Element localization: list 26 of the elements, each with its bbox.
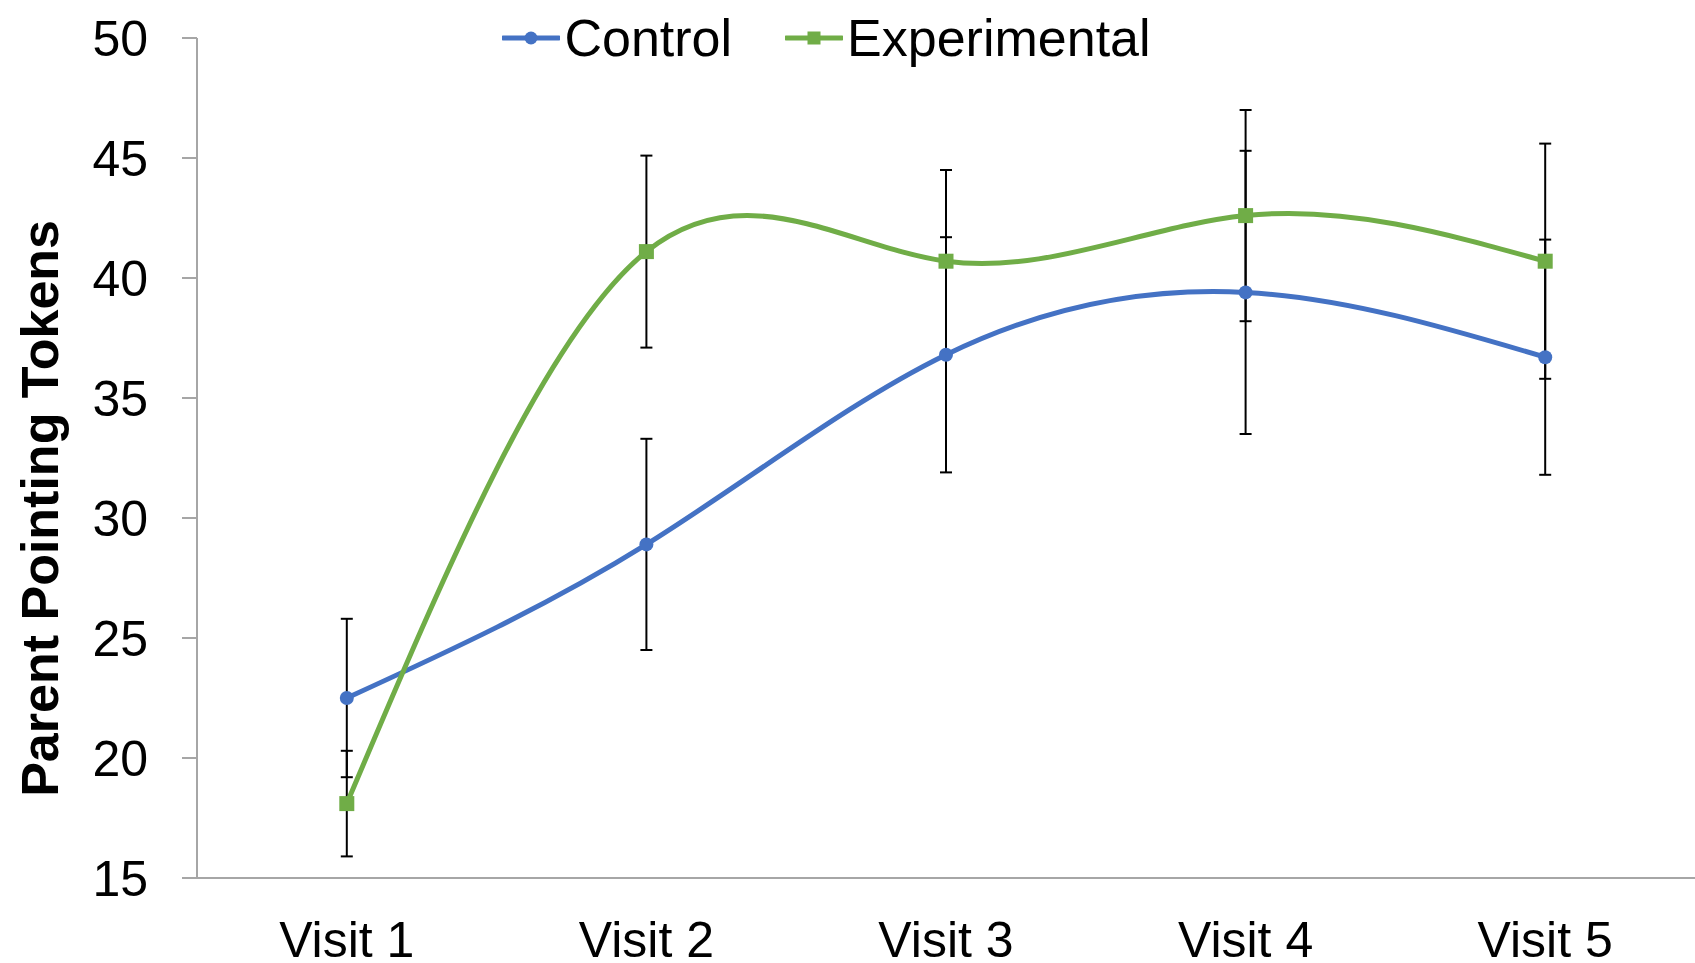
x-tick-label: Visit 3 (878, 911, 1014, 963)
point (339, 796, 355, 812)
y-tick-label: 45 (92, 130, 148, 187)
point (1538, 350, 1553, 365)
legend-label: Control (564, 8, 733, 68)
y-tick-label: 40 (92, 250, 148, 307)
legend-label: Experimental (847, 8, 1151, 68)
point (1238, 285, 1253, 300)
point (1537, 253, 1553, 269)
y-tick-label: 35 (92, 370, 148, 427)
point (938, 253, 954, 269)
y-tick-label: 20 (92, 730, 148, 787)
y-tick-label: 15 (92, 850, 148, 907)
x-tick-label: Visit 4 (1177, 911, 1314, 963)
x-tick-label: Visit 1 (279, 911, 415, 963)
point (1238, 208, 1254, 224)
point (339, 691, 354, 705)
point (939, 347, 953, 362)
y-tick-label: 25 (92, 610, 148, 667)
y-tick-label: 30 (92, 490, 148, 547)
point (639, 537, 654, 552)
y-axis-title: Parent Pointing Tokens (11, 219, 69, 797)
y-tick-label: 50 (92, 10, 148, 67)
point (638, 244, 654, 260)
x-tick-label: Visit 5 (1477, 911, 1613, 963)
x-tick-label: Visit 2 (578, 911, 715, 963)
